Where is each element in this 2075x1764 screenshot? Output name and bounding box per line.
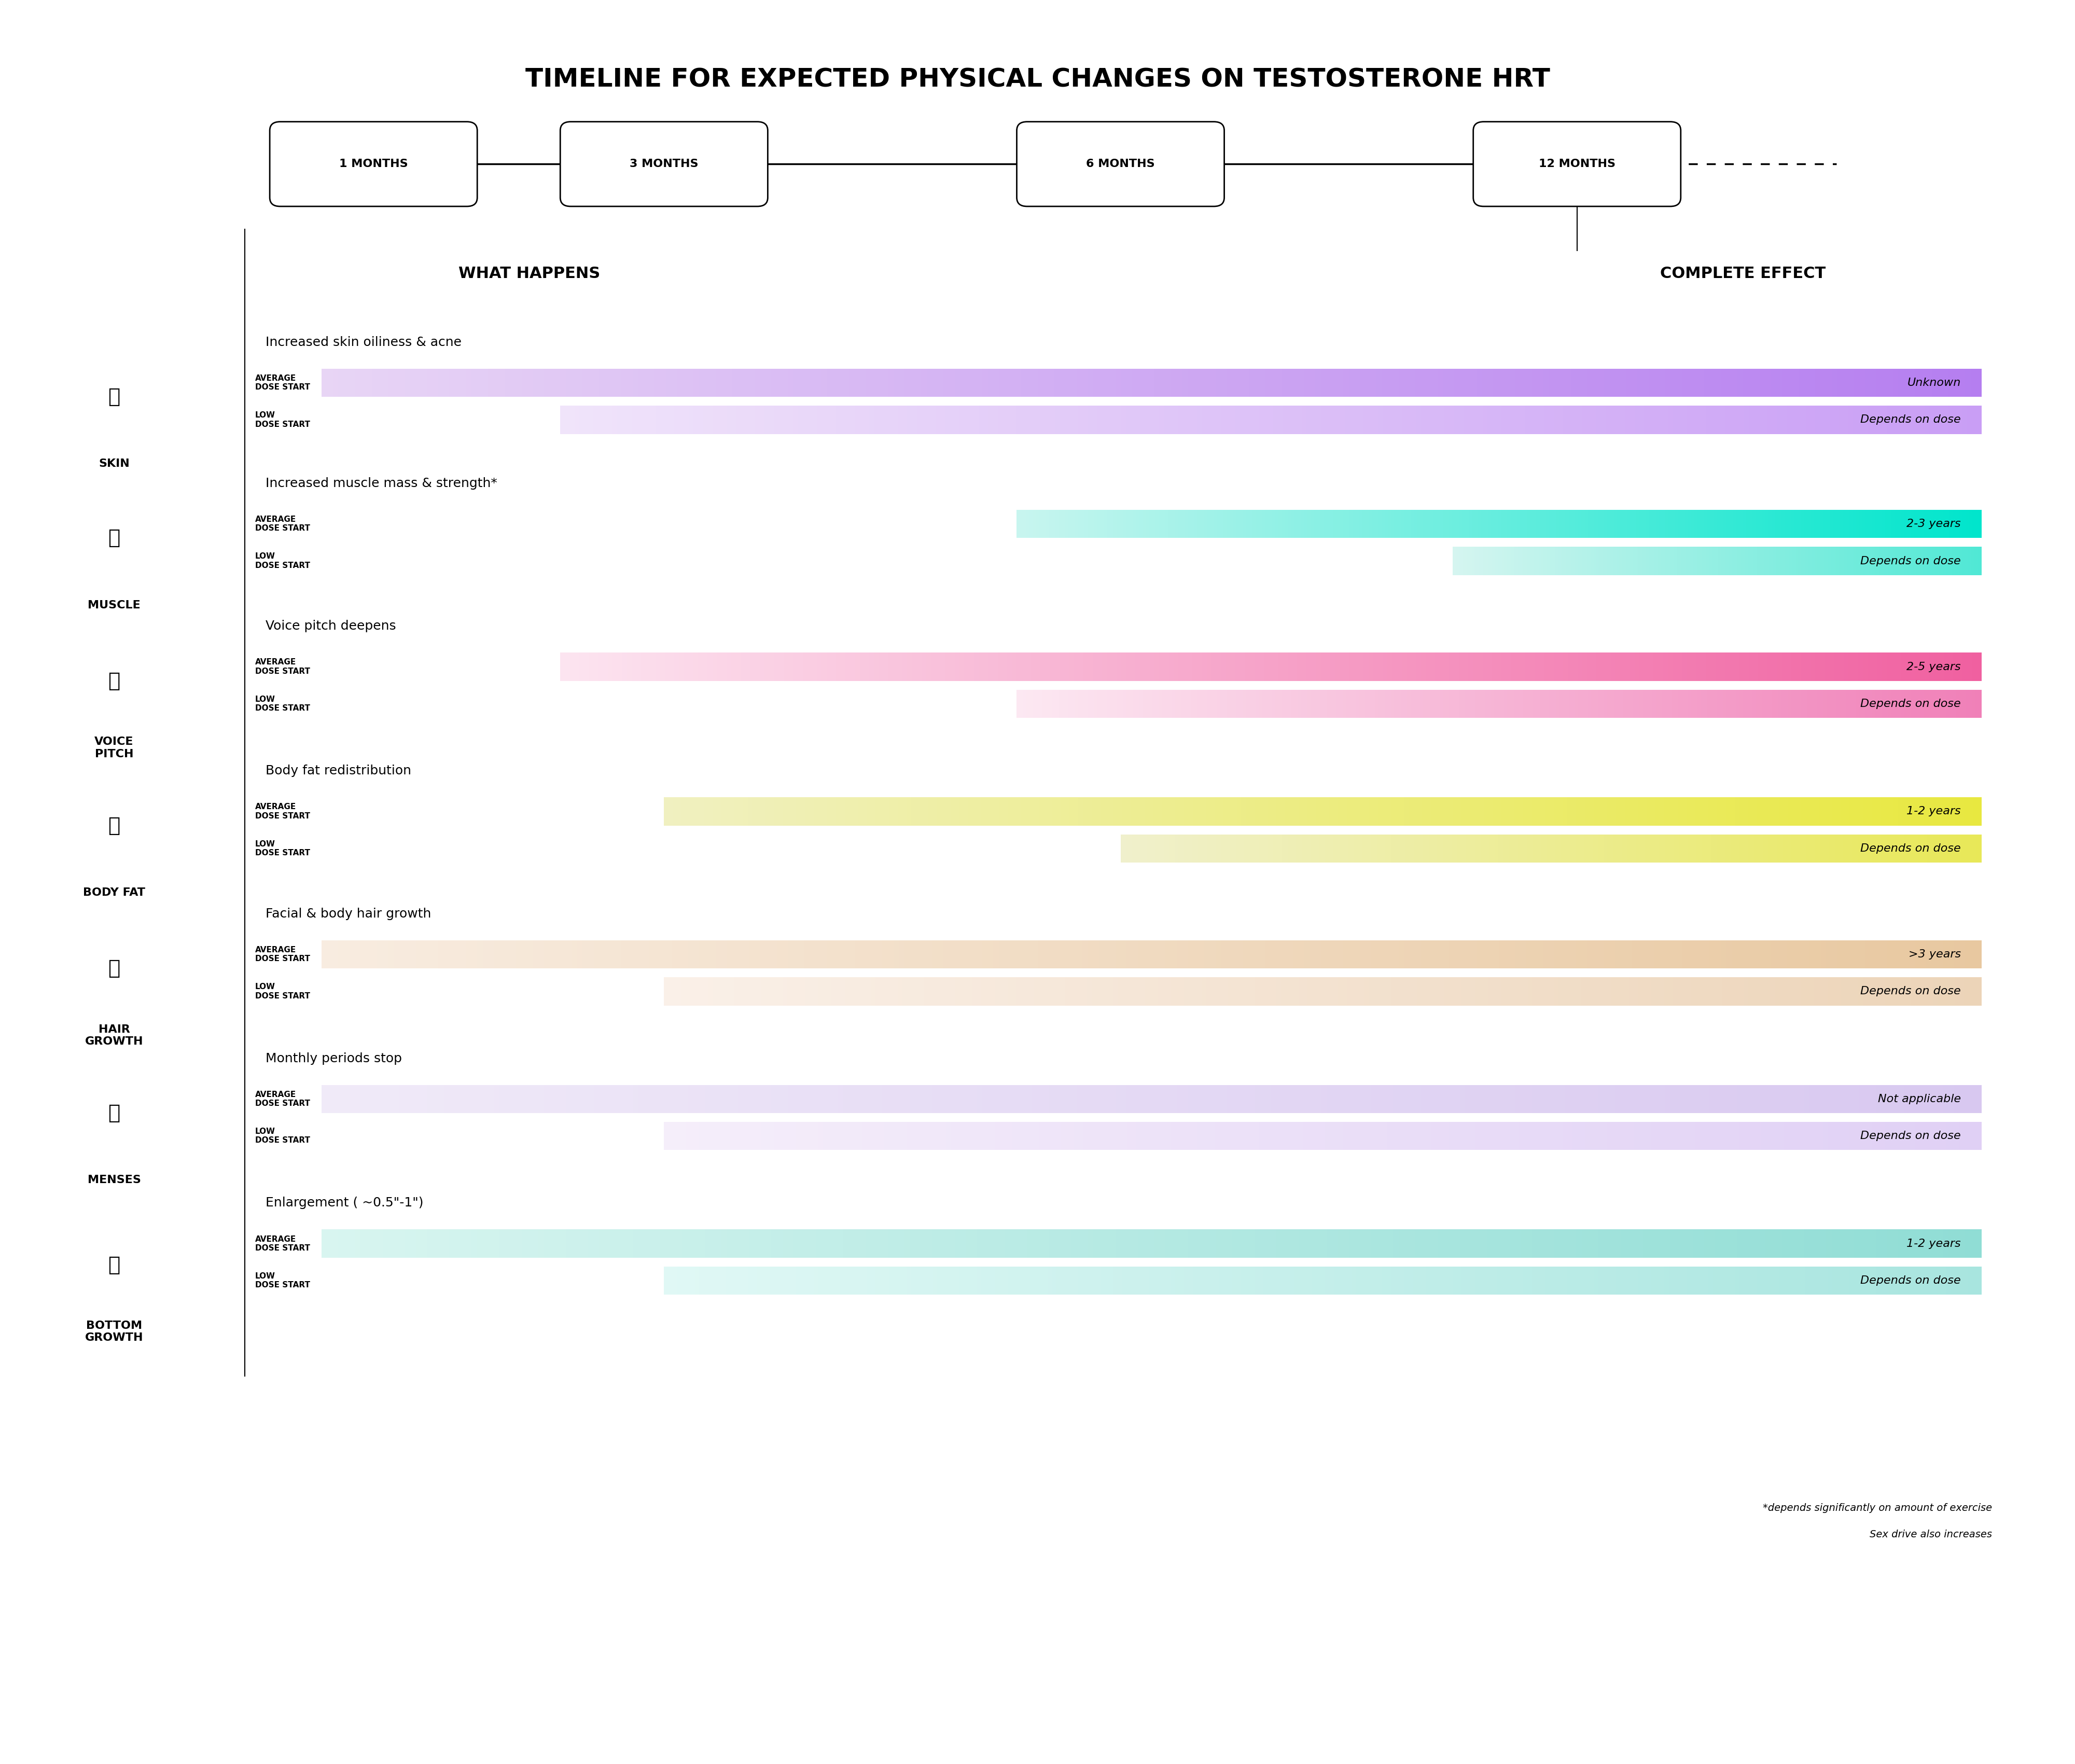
Text: Depends on dose: Depends on dose <box>1861 1131 1961 1141</box>
Text: Increased muscle mass & strength*: Increased muscle mass & strength* <box>266 476 498 490</box>
Text: AVERAGE
DOSE START: AVERAGE DOSE START <box>255 1235 309 1252</box>
Text: TIMELINE FOR EXPECTED PHYSICAL CHANGES ON TESTOSTERONE HRT: TIMELINE FOR EXPECTED PHYSICAL CHANGES O… <box>525 67 1550 92</box>
Text: MUSCLE: MUSCLE <box>87 600 141 610</box>
Text: LOW
DOSE START: LOW DOSE START <box>255 1127 309 1145</box>
Text: 1-2 years: 1-2 years <box>1907 1238 1961 1249</box>
Text: Monthly periods stop: Monthly periods stop <box>266 1051 403 1065</box>
Text: Facial & body hair growth: Facial & body hair growth <box>266 907 432 921</box>
Text: AVERAGE
DOSE START: AVERAGE DOSE START <box>255 374 309 392</box>
Text: Not applicable: Not applicable <box>1878 1094 1961 1104</box>
Text: LOW
DOSE START: LOW DOSE START <box>255 695 309 713</box>
FancyBboxPatch shape <box>560 122 768 206</box>
FancyBboxPatch shape <box>270 122 477 206</box>
Text: 2-3 years: 2-3 years <box>1907 519 1961 529</box>
Text: Unknown: Unknown <box>1907 377 1961 388</box>
Text: BOTTOM
GROWTH: BOTTOM GROWTH <box>85 1321 143 1342</box>
Text: LOW
DOSE START: LOW DOSE START <box>255 1272 309 1289</box>
Text: 🍑: 🍑 <box>108 815 120 836</box>
Text: Depends on dose: Depends on dose <box>1861 699 1961 709</box>
Text: Enlargement ( ~0.5"-1"): Enlargement ( ~0.5"-1") <box>266 1196 423 1210</box>
Text: *depends significantly on amount of exercise: *depends significantly on amount of exer… <box>1762 1503 1992 1514</box>
Text: LOW
DOSE START: LOW DOSE START <box>255 983 309 1000</box>
FancyBboxPatch shape <box>1017 122 1224 206</box>
Text: 🎤: 🎤 <box>108 670 120 691</box>
Text: HAIR
GROWTH: HAIR GROWTH <box>85 1025 143 1046</box>
Text: SKIN: SKIN <box>100 459 129 469</box>
Text: Sex drive also increases: Sex drive also increases <box>1870 1529 1992 1540</box>
Text: 🌱: 🌱 <box>108 958 120 979</box>
Text: Depends on dose: Depends on dose <box>1861 843 1961 854</box>
Text: 🍆: 🍆 <box>108 1254 120 1275</box>
Text: Depends on dose: Depends on dose <box>1861 986 1961 997</box>
Text: 1 MONTHS: 1 MONTHS <box>338 159 409 169</box>
Text: Depends on dose: Depends on dose <box>1861 415 1961 425</box>
Text: AVERAGE
DOSE START: AVERAGE DOSE START <box>255 803 309 820</box>
Text: VOICE
PITCH: VOICE PITCH <box>95 737 133 759</box>
Text: 3 MONTHS: 3 MONTHS <box>629 159 699 169</box>
Text: 12 MONTHS: 12 MONTHS <box>1540 159 1614 169</box>
Text: AVERAGE
DOSE START: AVERAGE DOSE START <box>255 1090 309 1108</box>
Text: Body fat redistribution: Body fat redistribution <box>266 764 411 778</box>
Text: COMPLETE EFFECT: COMPLETE EFFECT <box>1660 266 1826 280</box>
Text: 💪: 💪 <box>108 527 120 549</box>
Text: LOW
DOSE START: LOW DOSE START <box>255 840 309 857</box>
Text: MENSES: MENSES <box>87 1175 141 1185</box>
Text: AVERAGE
DOSE START: AVERAGE DOSE START <box>255 658 309 676</box>
Text: AVERAGE
DOSE START: AVERAGE DOSE START <box>255 946 309 963</box>
Text: 6 MONTHS: 6 MONTHS <box>1085 159 1156 169</box>
Text: Increased skin oiliness & acne: Increased skin oiliness & acne <box>266 335 461 349</box>
Text: LOW
DOSE START: LOW DOSE START <box>255 552 309 570</box>
Text: >3 years: >3 years <box>1909 949 1961 960</box>
FancyBboxPatch shape <box>1473 122 1681 206</box>
Text: AVERAGE
DOSE START: AVERAGE DOSE START <box>255 515 309 533</box>
Text: LOW
DOSE START: LOW DOSE START <box>255 411 309 429</box>
Text: BODY FAT: BODY FAT <box>83 887 145 898</box>
Text: Voice pitch deepens: Voice pitch deepens <box>266 619 396 633</box>
Text: Depends on dose: Depends on dose <box>1861 1275 1961 1286</box>
Text: 1-2 years: 1-2 years <box>1907 806 1961 817</box>
Text: WHAT HAPPENS: WHAT HAPPENS <box>459 266 600 280</box>
Text: 2-5 years: 2-5 years <box>1907 662 1961 672</box>
Text: Depends on dose: Depends on dose <box>1861 556 1961 566</box>
Text: 🌹: 🌹 <box>108 1102 120 1124</box>
Text: ✨: ✨ <box>108 386 120 407</box>
